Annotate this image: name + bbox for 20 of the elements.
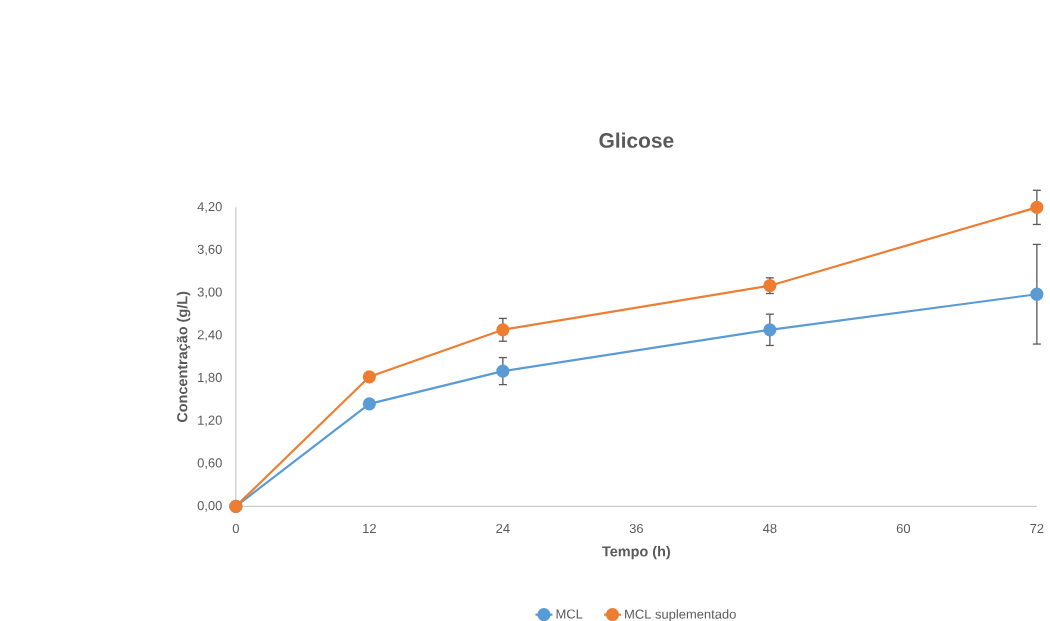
y-tick-label: 1,80 (198, 372, 222, 384)
x-tick-label: 24 (496, 523, 510, 533)
y-tick-label: 2,40 (197, 330, 222, 341)
y-tick-label: 4,20 (197, 202, 222, 213)
y-tick-label: 0,00 (197, 501, 222, 512)
y-tick-label: 3,00 (197, 287, 222, 299)
legend-label: MCL suplementado (625, 609, 736, 621)
x-tick-label: 48 (762, 523, 777, 534)
y-tick-label: 3,60 (197, 244, 222, 256)
x-tick-label: 12 (363, 523, 376, 533)
y-tick-label: 0,60 (197, 458, 222, 469)
chart-title: Glicose (599, 132, 674, 148)
x-tick-label: 72 (1030, 523, 1044, 533)
x-tick-label: 0 (232, 523, 239, 534)
x-tick-label: 36 (629, 523, 643, 534)
x-axis-title: Tempo (h) (602, 545, 671, 560)
y-tick-label: 1,20 (198, 415, 222, 427)
y-axis-title: Concentração (g/L) (176, 291, 191, 423)
legend-label: MCL (556, 609, 583, 619)
x-tick-label: 60 (896, 523, 911, 534)
